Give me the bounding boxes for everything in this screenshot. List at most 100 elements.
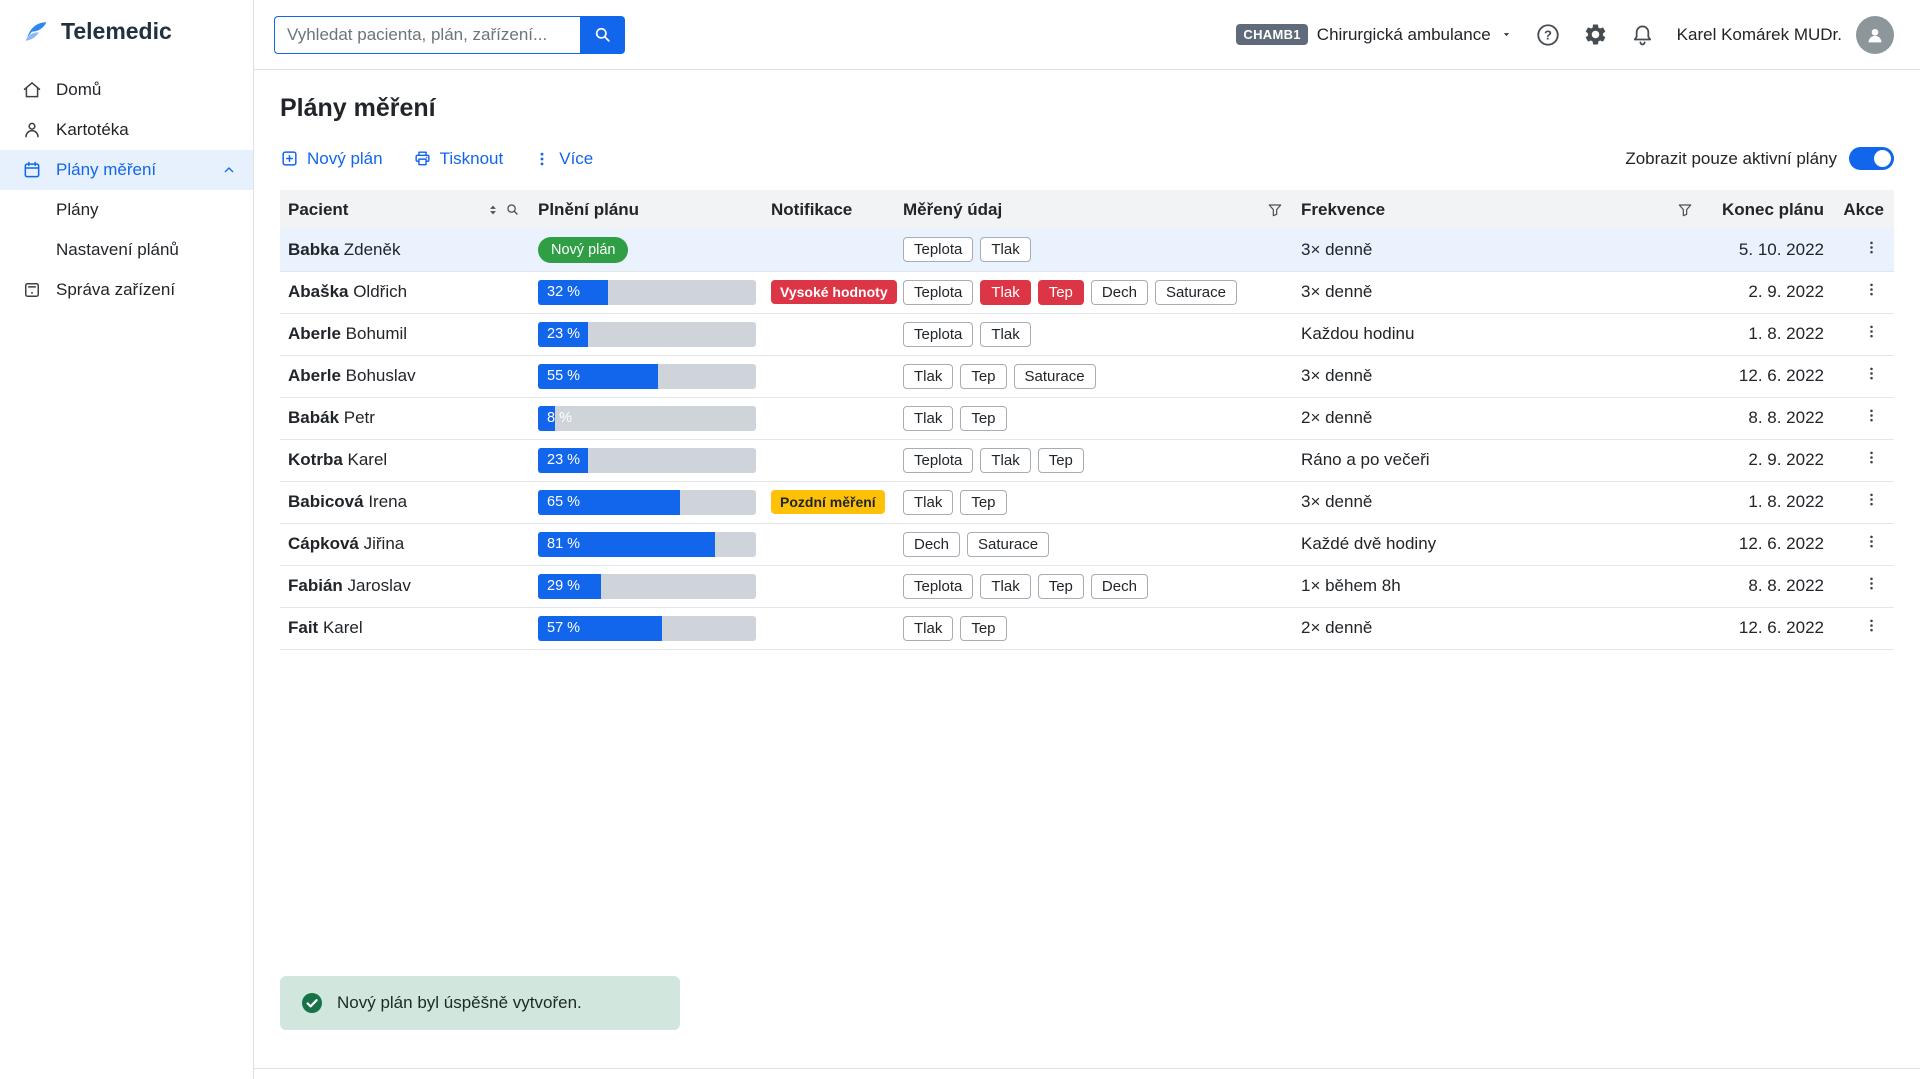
active-plans-filter: Zobrazit pouze aktivní plány <box>1625 147 1894 170</box>
search-input[interactable] <box>274 15 580 54</box>
row-actions-button[interactable] <box>1863 575 1880 592</box>
patient-surname: Babicová <box>288 492 364 511</box>
sidebar-item-kartoteka[interactable]: Kartotéka <box>0 110 253 150</box>
sidebar-subitem-nastaveni-planu[interactable]: Nastavení plánů <box>0 230 253 270</box>
progress-bar-fill <box>538 531 715 557</box>
gear-icon <box>1585 24 1605 45</box>
patient-firstname: Bohuslav <box>340 366 416 385</box>
plan-progress-cell: 57 % <box>530 607 763 650</box>
table-row[interactable]: Fait Karel 57 % Tlak Tep 2× denně 12. 6. … <box>280 607 1894 650</box>
sidebar-item-sprava-zarizeni[interactable]: Správa zařízení <box>0 270 253 310</box>
measure-chip: Tlak <box>980 237 1031 263</box>
table-row[interactable]: Abaška Oldřich 32 % Vysoké hodnoty Teplo… <box>280 271 1894 314</box>
search-button[interactable] <box>580 15 625 54</box>
user-menu[interactable]: Karel Komárek MUDr. <box>1677 15 1894 54</box>
measures-cell: Teplota Tlak Tep <box>895 439 1293 482</box>
new-plan-badge: Nový plán <box>538 236 629 263</box>
end-date-cell: 2. 9. 2022 <box>1703 271 1834 314</box>
end-date-cell: 12. 6. 2022 <box>1703 607 1834 650</box>
notifications-button[interactable] <box>1630 22 1655 47</box>
actions-cell <box>1834 313 1894 356</box>
progress-bar: 29 % <box>538 573 756 599</box>
sidebar-item-domu[interactable]: Domů <box>0 70 253 110</box>
patient-surname: Cápková <box>288 534 359 553</box>
frequency-cell: Každé dvě hodiny <box>1293 523 1703 566</box>
actions-cell <box>1834 481 1894 524</box>
col-pacient: Pacient <box>280 190 530 229</box>
progress-value: 81 % <box>547 536 581 552</box>
caret-down-icon <box>1503 33 1509 37</box>
notification-badge: Pozdní měření <box>771 490 885 514</box>
table-row[interactable]: Babicová Irena 65 % Pozdní měření Tlak Te… <box>280 481 1894 524</box>
main-area: CHAMB1 Chirurgická ambulance ? Karel Kom… <box>254 0 1920 1069</box>
sort-icon[interactable] <box>486 203 500 217</box>
end-date-cell: 12. 6. 2022 <box>1703 355 1834 398</box>
print-button[interactable]: Tisknout <box>413 148 504 169</box>
measure-chip: Teplota <box>903 321 974 347</box>
progress-value: 32 % <box>547 284 581 300</box>
person-icon <box>25 122 39 138</box>
help-button[interactable]: ? <box>1535 22 1561 48</box>
sidebar-nav: Domů Kartotéka Plány měření Plány Nastav… <box>0 70 253 310</box>
measures-cell: Teplota Tlak <box>895 313 1293 356</box>
page-content: Plány měření Nový plán Tisknout Více Zob… <box>254 70 1920 1068</box>
new-plan-button[interactable]: Nový plán <box>280 149 383 169</box>
col-label: Měřený údaj <box>903 199 1003 219</box>
active-plans-toggle[interactable] <box>1849 147 1894 170</box>
table-row[interactable]: Aberle Bohuslav 55 % Tlak Tep Saturace 3× … <box>280 355 1894 398</box>
sidebar-item-plany-mereni[interactable]: Plány měření <box>0 150 253 190</box>
measures-cell: Teplota Tlak Tep Dech Saturace <box>895 271 1293 314</box>
patient-firstname: Irena <box>363 492 408 511</box>
settings-button[interactable] <box>1583 22 1608 47</box>
filter-icon[interactable] <box>1677 202 1693 218</box>
end-date-cell: 8. 8. 2022 <box>1703 565 1834 608</box>
plan-progress-cell: 32 % <box>530 271 763 314</box>
kebab-icon <box>1870 493 1873 506</box>
table-row[interactable]: Babák Petr 8 % Tlak Tep 2× denně 8. 8. 20… <box>280 397 1894 440</box>
measure-chip: Teplota <box>903 279 974 305</box>
sidebar-item-label: Správa zařízení <box>56 280 176 299</box>
table-row[interactable]: Kotrba Karel 23 % Teplota Tlak Tep Ráno a … <box>280 439 1894 482</box>
end-date-cell: 8. 8. 2022 <box>1703 397 1834 440</box>
measures-cell: Teplota Tlak <box>895 229 1293 272</box>
patient-cell: Cápková Jiřina <box>280 523 530 566</box>
page-toolbar: Nový plán Tisknout Více Zobrazit pouze a… <box>280 147 1894 170</box>
chevron-up-icon <box>221 162 237 178</box>
measure-chip: Tlak <box>980 447 1031 473</box>
frequency-cell: 3× denně <box>1293 355 1703 398</box>
row-actions-button[interactable] <box>1863 449 1880 466</box>
row-actions-button[interactable] <box>1863 365 1880 382</box>
measure-chip: Dech <box>1090 573 1148 599</box>
print-label: Tisknout <box>439 148 504 168</box>
row-actions-button[interactable] <box>1863 533 1880 550</box>
row-actions-button[interactable] <box>1863 407 1880 424</box>
table-row[interactable]: Cápková Jiřina 81 % Dech Saturace Každé d… <box>280 523 1894 566</box>
filter-icon[interactable] <box>1267 202 1283 218</box>
col-frekvence: Frekvence <box>1293 190 1703 229</box>
page-title: Plány měření <box>280 94 436 122</box>
measures-cell: Teplota Tlak Tep Dech <box>895 565 1293 608</box>
table-row[interactable]: Babka Zdeněk Nový plán Teplota Tlak 3× de… <box>280 229 1894 272</box>
kebab-icon <box>540 152 544 165</box>
org-selector[interactable]: CHAMB1 Chirurgická ambulance <box>1236 24 1512 45</box>
kebab-icon <box>1870 619 1873 632</box>
row-actions-button[interactable] <box>1863 323 1880 340</box>
row-actions-button[interactable] <box>1863 281 1880 298</box>
table-row[interactable]: Aberle Bohumil 23 % Teplota Tlak Každou h… <box>280 313 1894 356</box>
row-actions-button[interactable] <box>1863 491 1880 508</box>
patient-surname: Abaška <box>288 282 349 301</box>
plan-progress-cell: 29 % <box>530 565 763 608</box>
notifications-cell <box>763 607 895 650</box>
more-button[interactable]: Více <box>533 149 593 169</box>
frequency-cell: 1× během 8h <box>1293 565 1703 608</box>
column-search-icon[interactable] <box>505 202 520 217</box>
notification-badge: Vysoké hodnoty <box>771 280 897 304</box>
notifications-cell <box>763 397 895 440</box>
row-actions-button[interactable] <box>1863 617 1880 634</box>
app-logo[interactable]: Telemedic <box>0 0 253 62</box>
sidebar-subitem-plany[interactable]: Plány <box>0 190 253 230</box>
row-actions-button[interactable] <box>1863 239 1880 256</box>
table-row[interactable]: Fabián Jaroslav 29 % Teplota Tlak Tep Dech … <box>280 565 1894 608</box>
plans-table: Pacient Plnění plánu Notifikace <box>280 190 1894 650</box>
notifications-cell: Pozdní měření <box>763 481 895 524</box>
